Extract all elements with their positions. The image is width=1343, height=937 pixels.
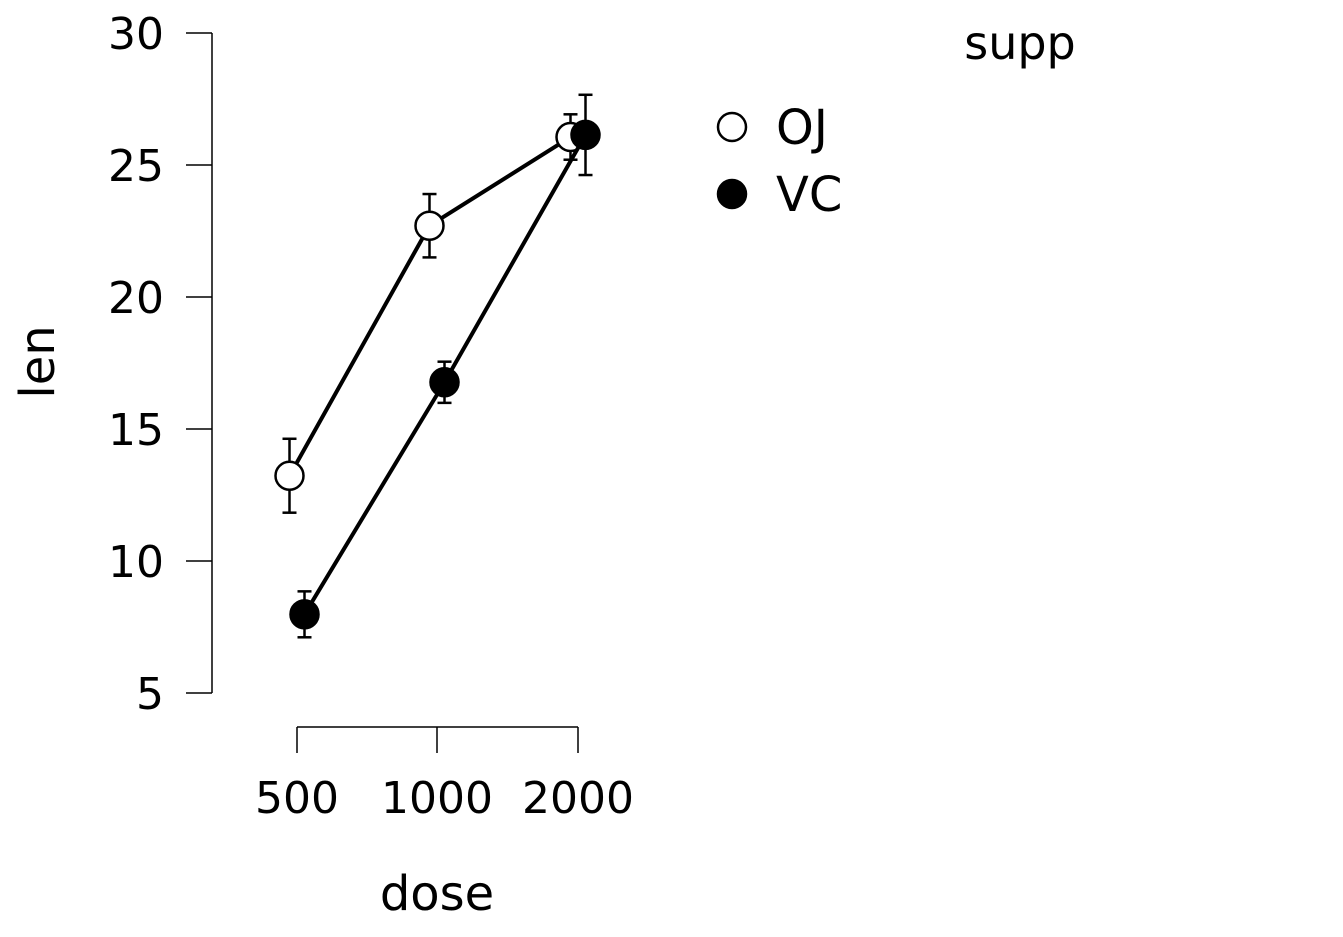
- series-oj: [274, 113, 586, 514]
- y-tick-label: 15: [108, 405, 164, 456]
- legend: supp OJ VC: [716, 16, 1076, 223]
- legend-marker-vc: [716, 178, 748, 210]
- y-tick-label: 5: [136, 669, 164, 720]
- legend-title: supp: [964, 16, 1076, 70]
- legend-marker-oj: [716, 111, 748, 143]
- series-line: [287, 135, 572, 477]
- y-axis-title: len: [10, 325, 66, 398]
- data-point: [274, 460, 305, 491]
- y-tick-label: 30: [108, 9, 164, 60]
- data-point: [289, 599, 320, 630]
- y-tick-label: 25: [108, 141, 164, 192]
- x-axis-title: dose: [380, 866, 494, 922]
- series-vc: [289, 93, 601, 639]
- data-point: [429, 367, 460, 398]
- legend-label-vc: VC: [776, 167, 842, 223]
- data-point: [414, 210, 445, 241]
- y-tick-label: 20: [108, 273, 164, 324]
- x-tick-label: 500: [255, 773, 339, 824]
- x-tick-label: 2000: [522, 773, 634, 824]
- y-axis: 5 10 15 20 25 30: [108, 9, 213, 720]
- series-layer: [274, 93, 601, 639]
- legend-label-oj: OJ: [776, 100, 828, 156]
- x-tick-label: 1000: [381, 773, 493, 824]
- y-tick-label: 10: [108, 537, 164, 588]
- data-point: [570, 119, 601, 151]
- x-axis: 500 1000 2000: [255, 726, 634, 824]
